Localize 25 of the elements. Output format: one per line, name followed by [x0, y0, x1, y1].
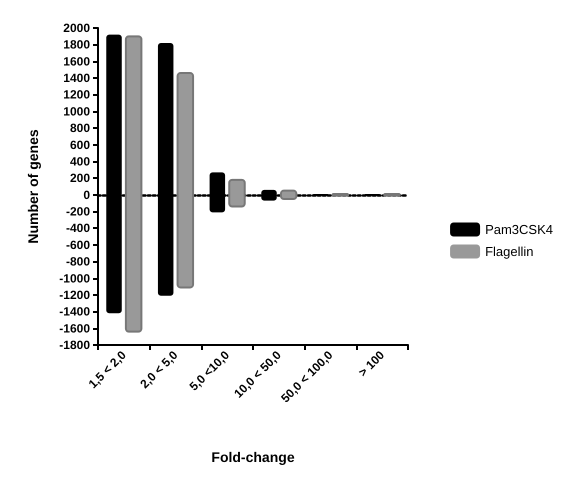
y-tick-label: -1600	[59, 321, 90, 336]
y-axis-title: Number of genes	[25, 129, 41, 244]
y-tick-label: 800	[70, 121, 90, 136]
y-tick-label: -1400	[59, 304, 90, 319]
y-tick-label: -1200	[59, 288, 90, 302]
y-tick-label: -600	[66, 238, 90, 252]
y-tick-label: 200	[70, 171, 90, 186]
y-tick-label: 1200	[63, 88, 90, 102]
y-tick-label: 400	[70, 154, 90, 168]
y-tick-label: -400	[66, 221, 90, 236]
y-tick-label: 1000	[63, 104, 90, 118]
y-tick-label: 1400	[63, 71, 90, 86]
x-tick-label: > 100	[356, 348, 388, 380]
legend-label: Pam3CSK4	[485, 222, 553, 237]
x-axis-title: Fold-change	[211, 449, 295, 465]
y-tick-label: 600	[70, 138, 90, 152]
y-tick-label: 2000	[63, 21, 90, 35]
legend-label: Flagellin	[485, 244, 534, 259]
y-tick-label: 1800	[63, 38, 90, 52]
x-tick-label: 2,0 < 5,0	[137, 348, 181, 392]
y-tick-label: 0	[83, 188, 90, 202]
y-tick-label: -1000	[59, 271, 90, 286]
y-tick-label: -200	[66, 204, 90, 219]
y-tick-label: 1600	[63, 54, 90, 68]
y-tick-label: -800	[66, 254, 90, 269]
